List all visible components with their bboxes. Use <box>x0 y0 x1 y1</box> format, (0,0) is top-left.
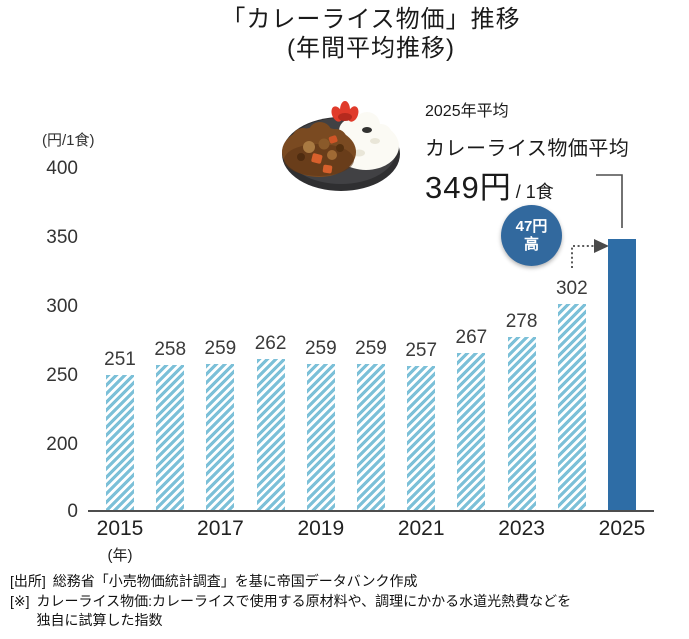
remark-note-line1: カレーライス物価:カレーライスで使用する原材料や、調理にかかる水道光熱費などを <box>36 592 572 609</box>
price-callout: 2025年平均 カレーライス物価平均 349円/ 1食 <box>425 97 645 207</box>
bar-2018 <box>256 359 285 512</box>
bar-2019 <box>306 363 335 512</box>
x-axis-tick-2021: 2021 <box>397 517 445 540</box>
bar-2024 <box>557 304 586 512</box>
curry-roux <box>282 122 356 177</box>
bar-value-label-2019: 259 <box>304 337 337 359</box>
remark-note: [※] カレーライス物価:カレーライスで使用する原材料や、調理にかかる水道光熱費… <box>10 592 682 631</box>
x-axis-tick-2015: 2015 <box>96 517 144 540</box>
bar-value-label-2018: 262 <box>254 333 287 355</box>
x-axis-tick-2025: 2025 <box>598 517 646 540</box>
y-axis-tick-300: 300 <box>46 296 78 317</box>
y-axis-tick-400: 400 <box>46 158 78 179</box>
y-axis-unit-label: (円/1食) <box>42 132 95 149</box>
bar-2023 <box>507 337 536 512</box>
page-title-line1: 「カレーライス物価」推移 <box>221 6 521 33</box>
callout-price-unit: / 1食 <box>515 182 554 202</box>
callout-period-label: 2025年平均 <box>425 103 509 120</box>
x-axis-tick-2023: 2023 <box>498 517 545 540</box>
fukujinzuke-garnish <box>331 101 359 122</box>
bar-2025-highlight <box>608 239 636 512</box>
source-note-text: 総務省「小売物価統計調査」を基に帝国データバンク作成 <box>52 573 418 589</box>
badge-line2: 高 <box>523 235 539 253</box>
bar-value-label-2023: 278 <box>505 311 538 333</box>
remark-note-line2: 独自に試算した指数 <box>36 612 163 628</box>
remark-note-label: [※] <box>10 592 30 609</box>
bar-value-label-2024: 302 <box>555 278 588 300</box>
page-title: 「カレーライス物価」推移 (年間平均推移) <box>54 5 688 63</box>
y-axis-tick-200: 200 <box>46 434 78 455</box>
x-axis-unit-label: (年) <box>107 547 133 564</box>
remark-note-text: カレーライス物価:カレーライスで使用する原材料や、調理にかかる水道光熱費などを … <box>37 592 572 631</box>
price-increase-badge: 47円 高 <box>501 205 562 266</box>
bar-2022 <box>457 352 486 512</box>
callout-metric-label: カレーライス物価平均 <box>425 138 630 160</box>
page-title-line2: (年間平均推移) <box>287 35 455 62</box>
source-note-label: [出所] <box>10 573 46 589</box>
badge-line1: 47円 <box>515 217 548 235</box>
increase-arrow <box>571 239 609 268</box>
y-axis-tick-0: 0 <box>67 501 78 522</box>
footnotes: [出所] 総務省「小売物価統計調査」を基に帝国データバンク作成 [※] カレーラ… <box>10 572 682 631</box>
bar-2016 <box>156 364 185 512</box>
bar-value-label-2017: 259 <box>204 337 237 359</box>
bar-value-label-2016: 258 <box>154 338 187 360</box>
bar-value-label-2022: 267 <box>455 326 488 348</box>
x-axis-tick-2019: 2019 <box>297 517 345 540</box>
curry-rice-illustration <box>282 101 400 191</box>
bar-value-label-2020: 259 <box>355 337 387 359</box>
source-note: [出所] 総務省「小売物価統計調査」を基に帝国データバンク作成 <box>10 572 682 592</box>
arrowhead-icon <box>594 239 609 253</box>
callout-connector-line <box>596 174 623 228</box>
bar-2021 <box>407 366 436 512</box>
x-axis-tick-2017: 2017 <box>197 517 244 540</box>
y-axis-tick-350: 350 <box>46 227 78 248</box>
callout-price-value: 349円 <box>425 170 512 205</box>
bar-2017 <box>206 363 235 512</box>
y-axis-tick-250: 250 <box>46 365 78 386</box>
bar-value-label-2021: 257 <box>405 340 438 362</box>
x-axis-line <box>88 510 654 512</box>
bar-2020 <box>357 363 385 512</box>
bar-2015 <box>106 374 134 512</box>
bar-value-label-2015: 251 <box>104 348 136 370</box>
